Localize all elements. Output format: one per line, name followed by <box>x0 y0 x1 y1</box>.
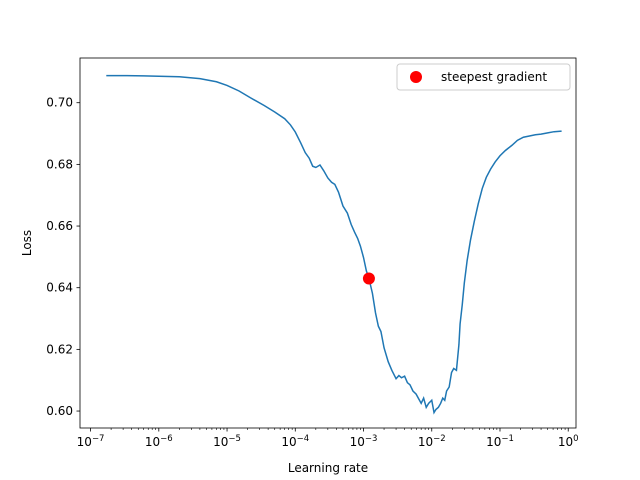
x-tick-label: 10−3 <box>350 434 378 449</box>
legend-box <box>396 63 571 91</box>
legend-label-steepest-gradient: steepest gradient <box>441 70 547 84</box>
y-axis-ticks: 0.60 0.62 0.64 0.66 0.68 0.70 <box>46 96 80 418</box>
x-tick-label: 10−2 <box>418 434 446 449</box>
x-tick-label: 100 <box>558 434 579 449</box>
x-tick-label: 10−1 <box>486 434 514 449</box>
x-axis-ticks: 10−7 10−6 10−5 10−4 10−3 10−2 10−1 100 <box>77 428 579 449</box>
axes-frame <box>79 57 577 429</box>
y-tick-label: 0.68 <box>46 157 73 171</box>
y-tick-label: 0.70 <box>46 96 73 110</box>
y-tick-label: 0.60 <box>46 404 73 418</box>
x-axis-label: Learning rate <box>288 461 368 475</box>
y-axis-label: Loss <box>20 230 34 256</box>
y-tick-label: 0.66 <box>46 219 73 233</box>
legend-marker-icon <box>410 71 422 83</box>
x-tick-label: 10−5 <box>213 434 241 449</box>
x-tick-label: 10−6 <box>145 434 173 449</box>
steepest-gradient-marker <box>362 272 375 285</box>
legend: steepest gradient <box>396 63 571 91</box>
series-line-loss <box>106 74 562 415</box>
x-tick-label: 10−7 <box>77 434 105 449</box>
x-tick-label: 10−4 <box>281 434 309 449</box>
y-tick-label: 0.62 <box>46 342 73 356</box>
y-tick-label: 0.64 <box>46 281 73 295</box>
